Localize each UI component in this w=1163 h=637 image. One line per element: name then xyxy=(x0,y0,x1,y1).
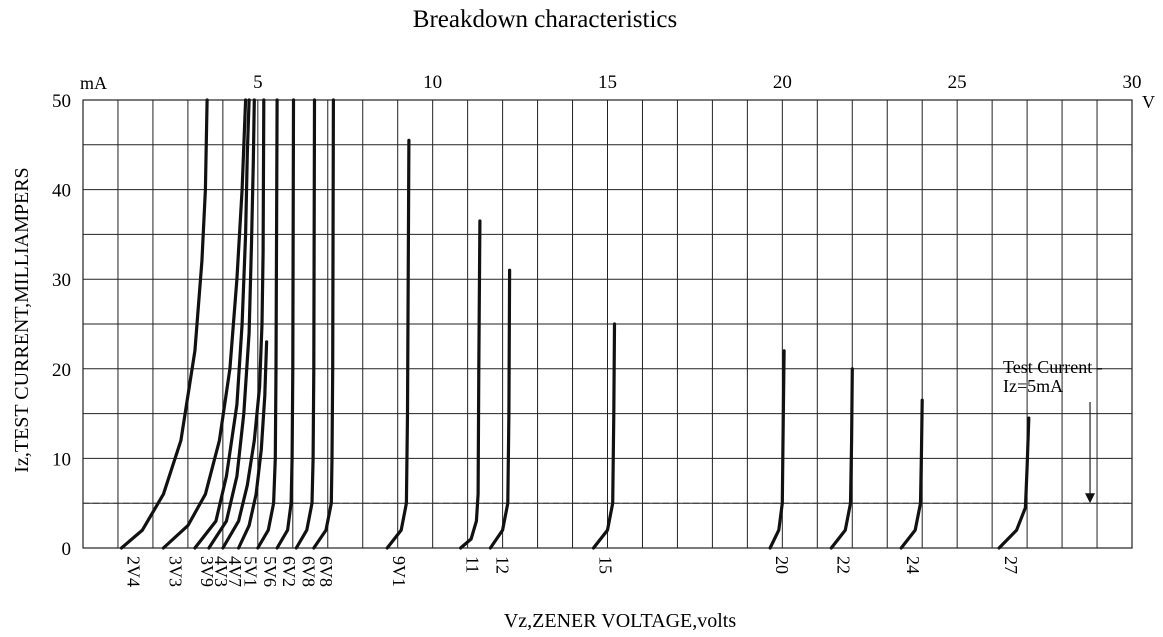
curve-15 xyxy=(591,322,617,550)
test-current-annotation: Test Current - Iz=5mA xyxy=(1003,357,1103,504)
plot-frame xyxy=(82,99,1133,549)
curve-27 xyxy=(997,416,1031,550)
x-tick-label: 10 xyxy=(423,72,442,93)
curve-6v8 xyxy=(312,98,335,550)
diode-label-20: 20 xyxy=(772,556,792,574)
curve-6v2 xyxy=(275,98,296,550)
diode-label-27: 27 xyxy=(1001,556,1021,574)
y-tick-label: 30 xyxy=(52,270,71,291)
y-axis-label: Iz,TEST CURRENT,MILLIAMPERS xyxy=(11,167,33,472)
curve-4v7 xyxy=(221,98,266,550)
y-tick-label: 50 xyxy=(52,91,71,112)
curve-20 xyxy=(768,349,786,550)
diode-label-4v3: 4V3 xyxy=(211,556,231,587)
diode-label-6v8: 6V8 xyxy=(316,556,336,587)
curve-2v4 xyxy=(119,98,209,550)
diode-label-3v3: 3V3 xyxy=(165,556,185,587)
y-tick-label: 0 xyxy=(62,539,72,560)
curve-5v6 xyxy=(256,98,279,550)
annotation-line-1: Test Current - xyxy=(1003,357,1103,377)
diode-label-4v7: 4V7 xyxy=(225,556,245,587)
curve-24 xyxy=(899,398,924,550)
curve-4v3 xyxy=(207,98,256,550)
x-tick-label: 30 xyxy=(1123,72,1142,93)
curve-3v9 xyxy=(193,98,251,550)
y-tick-labels: 0 10 20 30 40 50 xyxy=(52,91,71,560)
diode-label-11: 11 xyxy=(463,556,483,573)
y-tick-label: 20 xyxy=(52,360,71,381)
curve-6v8 xyxy=(294,98,317,550)
curve-3v3 xyxy=(161,98,248,550)
annotation-line-2: Iz=5mA xyxy=(1003,376,1063,396)
diode-label-2v4: 2V4 xyxy=(124,556,144,587)
curve-9v1 xyxy=(385,138,411,550)
diode-label-6v2: 6V2 xyxy=(279,556,299,587)
diode-label-5v1: 5V1 xyxy=(241,556,261,587)
diode-label-22: 22 xyxy=(833,556,853,574)
x-axis-label: Vz,ZENER VOLTAGE,volts xyxy=(504,610,736,632)
chart-title: Breakdown characteristics xyxy=(413,6,677,33)
grid-layer xyxy=(82,99,1133,549)
x-tick-label: 25 xyxy=(948,72,967,93)
curve-11 xyxy=(459,219,482,550)
x-tick-labels: 5 10 15 20 25 30 xyxy=(253,72,1141,93)
y-tick-label: 10 xyxy=(52,449,71,470)
x-tick-label: 20 xyxy=(773,72,792,93)
diode-label-15: 15 xyxy=(596,556,616,574)
diode-label-5v6: 5V6 xyxy=(260,556,280,587)
diode-label-6v8: 6V8 xyxy=(298,556,318,587)
diode-label-9v1: 9V1 xyxy=(389,556,409,587)
x-axis-unit: V xyxy=(1142,92,1155,112)
x-tick-label: 5 xyxy=(253,72,263,93)
annotation-arrow-head xyxy=(1085,493,1096,504)
curve-5v1 xyxy=(237,340,269,550)
diode-label-24: 24 xyxy=(903,556,923,574)
curve-12 xyxy=(488,268,512,550)
y-tick-label: 40 xyxy=(52,181,71,202)
curve-22 xyxy=(829,367,854,550)
y-axis-unit: mA xyxy=(80,73,107,93)
curve-layer xyxy=(119,98,1031,550)
x-tick-label: 15 xyxy=(598,72,617,93)
diode-label-3v9: 3V9 xyxy=(197,556,217,587)
diode-label-12: 12 xyxy=(492,556,512,574)
